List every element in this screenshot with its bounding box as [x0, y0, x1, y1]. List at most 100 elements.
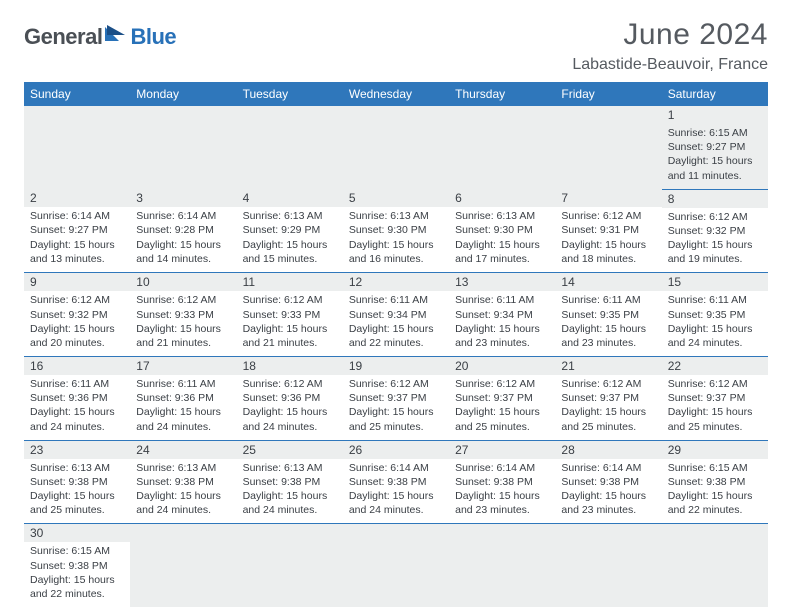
calendar-cell: 14Sunrise: 6:11 AMSunset: 9:35 PMDayligh… [555, 273, 661, 357]
header: General Blue June 2024 Labastide-Beauvoi… [24, 18, 768, 74]
calendar-cell [555, 106, 661, 189]
calendar-cell: 30 Sunrise: 6:15 AMSunset: 9:38 PMDayligh… [24, 524, 130, 607]
day-info: Sunrise: 6:13 AMSunset: 9:29 PMDaylight:… [243, 209, 337, 266]
calendar-cell: 29 Sunrise: 6:15 AMSunset: 9:38 PMDayligh… [662, 440, 768, 524]
calendar-cell: 9 Sunrise: 6:12 AMSunset: 9:32 PMDaylight… [24, 273, 130, 357]
day-number: 19 [343, 357, 449, 375]
calendar-cell: 6Sunrise: 6:13 AMSunset: 9:30 PMDaylight… [449, 189, 555, 273]
day-number: 20 [449, 357, 555, 375]
calendar-cell: 12 Sunrise: 6:11 AMSunset: 9:34 PMDayligh… [343, 273, 449, 357]
day-info: Sunrise: 6:14 AMSunset: 9:38 PMDaylight:… [561, 461, 655, 518]
calendar-cell [237, 524, 343, 607]
calendar-cell [343, 106, 449, 189]
calendar-cell [130, 106, 236, 189]
day-info: Sunrise: 6:13 AMSunset: 9:38 PMDaylight:… [30, 461, 124, 518]
calendar-cell: 25Sunrise: 6:13 AMSunset: 9:38 PMDayligh… [237, 440, 343, 524]
day-number: 18 [237, 357, 343, 375]
calendar-cell [24, 106, 130, 189]
day-info: Sunrise: 6:13 AMSunset: 9:30 PMDaylight:… [455, 209, 549, 266]
month-title: June 2024 [572, 18, 768, 52]
calendar-cell: 27 Sunrise: 6:14 AMSunset: 9:38 PMDayligh… [449, 440, 555, 524]
logo: General Blue [24, 24, 176, 50]
calendar-cell: 10 Sunrise: 6:12 AMSunset: 9:33 PMDayligh… [130, 273, 236, 357]
logo-text-blue: Blue [130, 24, 176, 50]
day-info: Sunrise: 6:15 AMSunset: 9:38 PMDaylight:… [668, 461, 762, 518]
calendar-cell: 1Sunrise: 6:15 AMSunset: 9:27 PMDaylight… [662, 106, 768, 189]
logo-flag-icon [105, 25, 127, 46]
calendar-cell: 16 Sunrise: 6:11 AMSunset: 9:36 PMDayligh… [24, 357, 130, 441]
calendar-cell: 8 Sunrise: 6:12 AMSunset: 9:32 PMDaylight… [662, 189, 768, 273]
column-header: Friday [555, 82, 661, 106]
calendar-cell [555, 524, 661, 607]
day-info: Sunrise: 6:14 AMSunset: 9:27 PMDaylight:… [30, 209, 124, 266]
calendar-cell: 13Sunrise: 6:11 AMSunset: 9:34 PMDayligh… [449, 273, 555, 357]
day-info: Sunrise: 6:12 AMSunset: 9:32 PMDaylight:… [668, 210, 762, 267]
day-info: Sunrise: 6:11 AMSunset: 9:35 PMDaylight:… [561, 293, 655, 350]
calendar-cell: 5Sunrise: 6:13 AMSunset: 9:30 PMDaylight… [343, 189, 449, 273]
calendar-cell: 17Sunrise: 6:11 AMSunset: 9:36 PMDayligh… [130, 357, 236, 441]
day-number: 9 [24, 273, 130, 291]
calendar-cell: 7 Sunrise: 6:12 AMSunset: 9:31 PMDaylight… [555, 189, 661, 273]
day-number: 22 [662, 357, 768, 375]
day-number: 17 [130, 357, 236, 375]
day-number: 15 [662, 273, 768, 291]
day-number: 28 [555, 441, 661, 459]
day-number: 4 [237, 189, 343, 207]
calendar-cell [130, 524, 236, 607]
calendar-cell [662, 524, 768, 607]
day-number: 26 [343, 441, 449, 459]
location: Labastide-Beauvoir, France [572, 56, 768, 74]
calendar-cell: 11 Sunrise: 6:12 AMSunset: 9:33 PMDayligh… [237, 273, 343, 357]
day-info: Sunrise: 6:11 AMSunset: 9:34 PMDaylight:… [455, 293, 549, 350]
column-header: Sunday [24, 82, 130, 106]
column-header: Thursday [449, 82, 555, 106]
day-info: Sunrise: 6:12 AMSunset: 9:32 PMDaylight:… [30, 293, 124, 350]
day-number: 5 [343, 189, 449, 207]
calendar-table: SundayMondayTuesdayWednesdayThursdayFrid… [24, 82, 768, 607]
calendar-cell: 3 Sunrise: 6:14 AMSunset: 9:28 PMDaylight… [130, 189, 236, 273]
day-info: Sunrise: 6:12 AMSunset: 9:31 PMDaylight:… [561, 209, 655, 266]
day-info: Sunrise: 6:14 AMSunset: 9:38 PMDaylight:… [455, 461, 549, 518]
column-header: Wednesday [343, 82, 449, 106]
day-number: 16 [24, 357, 130, 375]
day-info: Sunrise: 6:12 AMSunset: 9:33 PMDaylight:… [243, 293, 337, 350]
calendar-cell: 4 Sunrise: 6:13 AMSunset: 9:29 PMDaylight… [237, 189, 343, 273]
day-info: Sunrise: 6:11 AMSunset: 9:34 PMDaylight:… [349, 293, 443, 350]
calendar-cell: 20 Sunrise: 6:12 AMSunset: 9:37 PMDayligh… [449, 357, 555, 441]
calendar-cell [449, 524, 555, 607]
calendar-cell [343, 524, 449, 607]
column-header: Monday [130, 82, 236, 106]
day-number: 10 [130, 273, 236, 291]
day-info: Sunrise: 6:12 AMSunset: 9:37 PMDaylight:… [455, 377, 549, 434]
day-number: 7 [555, 189, 661, 207]
day-number: 24 [130, 441, 236, 459]
day-number: 23 [24, 441, 130, 459]
calendar-cell: 15Sunrise: 6:11 AMSunset: 9:35 PMDayligh… [662, 273, 768, 357]
calendar-cell: 23 Sunrise: 6:13 AMSunset: 9:38 PMDayligh… [24, 440, 130, 524]
day-info: Sunrise: 6:13 AMSunset: 9:38 PMDaylight:… [136, 461, 230, 518]
day-info: Sunrise: 6:12 AMSunset: 9:37 PMDaylight:… [561, 377, 655, 434]
day-number: 12 [343, 273, 449, 291]
logo-text-general: General [24, 24, 102, 50]
column-header: Tuesday [237, 82, 343, 106]
day-number: 30 [24, 524, 130, 542]
day-info: Sunrise: 6:14 AMSunset: 9:38 PMDaylight:… [349, 461, 443, 518]
calendar-cell: 24 Sunrise: 6:13 AMSunset: 9:38 PMDayligh… [130, 440, 236, 524]
day-number: 2 [24, 189, 130, 207]
calendar-cell: 2 Sunrise: 6:14 AMSunset: 9:27 PMDaylight… [24, 189, 130, 273]
day-number: 11 [237, 273, 343, 291]
day-number: 3 [130, 189, 236, 207]
day-info: Sunrise: 6:15 AMSunset: 9:27 PMDaylight:… [668, 126, 762, 183]
day-info: Sunrise: 6:14 AMSunset: 9:28 PMDaylight:… [136, 209, 230, 266]
calendar-cell: 22Sunrise: 6:12 AMSunset: 9:37 PMDayligh… [662, 357, 768, 441]
calendar-cell: 28 Sunrise: 6:14 AMSunset: 9:38 PMDayligh… [555, 440, 661, 524]
day-number: 27 [449, 441, 555, 459]
day-info: Sunrise: 6:11 AMSunset: 9:36 PMDaylight:… [30, 377, 124, 434]
calendar-cell: 26 Sunrise: 6:14 AMSunset: 9:38 PMDayligh… [343, 440, 449, 524]
calendar-cell [237, 106, 343, 189]
day-info: Sunrise: 6:15 AMSunset: 9:38 PMDaylight:… [30, 544, 124, 601]
day-info: Sunrise: 6:12 AMSunset: 9:33 PMDaylight:… [136, 293, 230, 350]
day-number: 29 [662, 441, 768, 459]
day-number: 8 [662, 190, 768, 208]
day-number: 25 [237, 441, 343, 459]
